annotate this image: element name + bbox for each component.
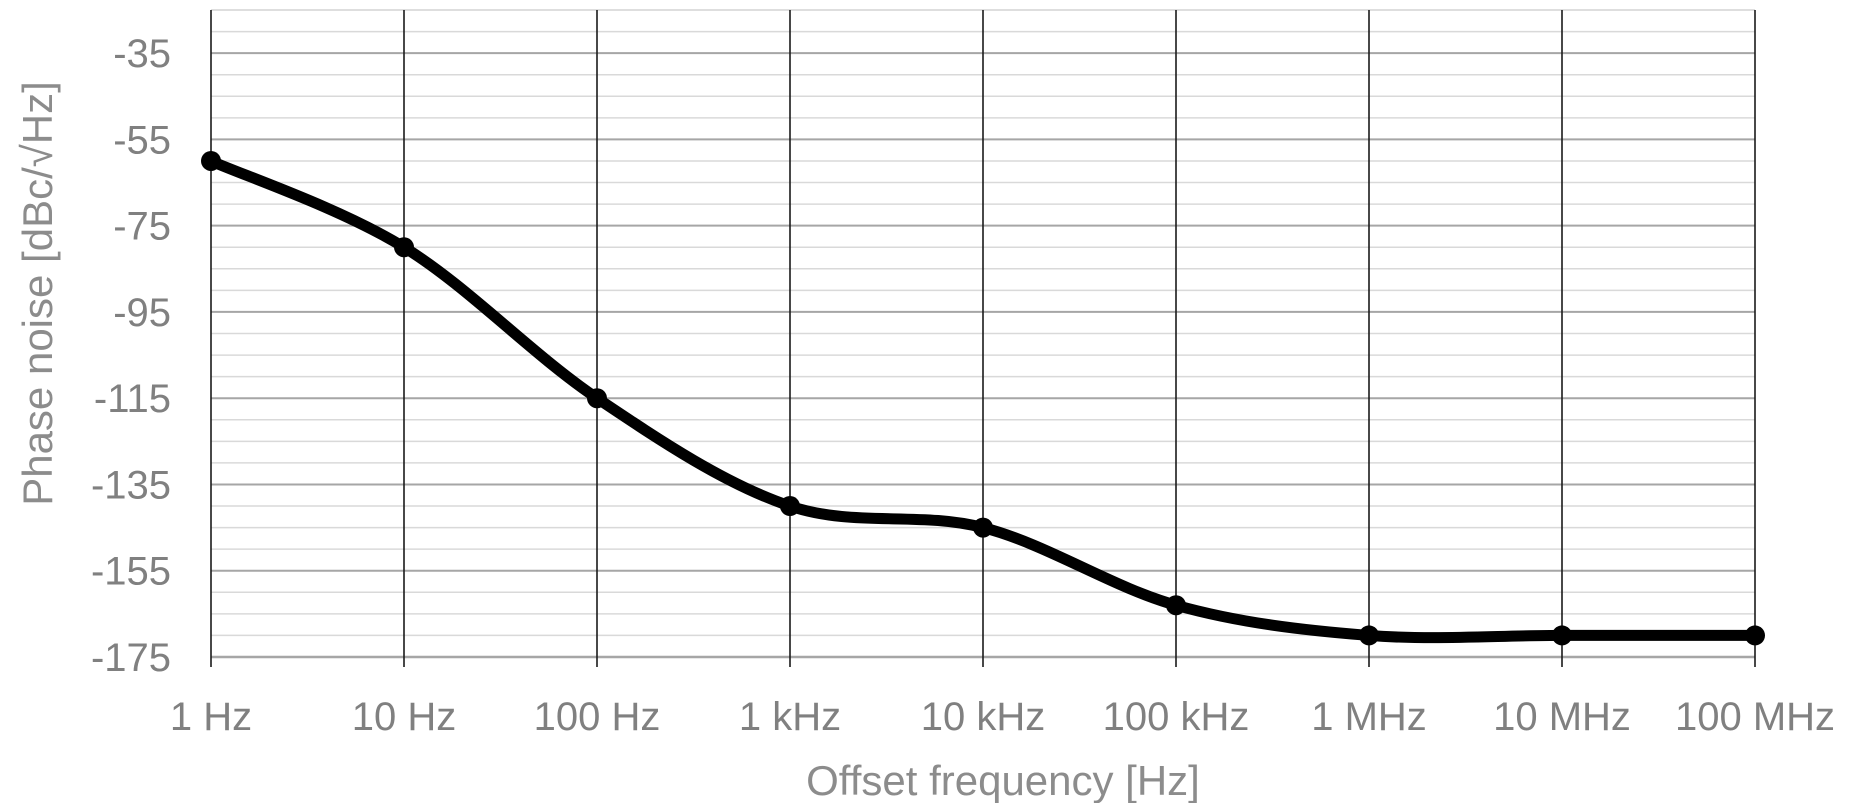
data-point <box>1745 625 1765 646</box>
x-tick-label: 10 kHz <box>921 695 1046 739</box>
x-tick-label: 100 MHz <box>1675 695 1835 739</box>
data-point <box>1552 625 1572 646</box>
y-tick-label: -95 <box>113 291 171 335</box>
y-tick-label: -155 <box>91 550 171 594</box>
x-tick-label: 100 Hz <box>534 695 661 739</box>
y-tick-labels: -35 -55 -75 -95 -115 -135 -155 -175 <box>91 32 171 680</box>
y-tick-label: -115 <box>94 377 171 421</box>
x-tick-label: 1 kHz <box>739 695 841 739</box>
x-axis-title: Offset frequency [Hz] <box>806 757 1200 803</box>
vertical-gridlines <box>210 10 1756 667</box>
x-tick-label: 10 MHz <box>1493 695 1631 739</box>
y-tick-label: -55 <box>113 118 171 162</box>
y-tick-label: -75 <box>113 205 171 249</box>
y-tick-label: -35 <box>113 32 171 76</box>
data-point <box>973 517 993 538</box>
data-point <box>587 388 607 409</box>
y-axis-title: Phase noise [dBc/√Hz] <box>14 81 61 506</box>
data-point <box>780 496 800 517</box>
x-tick-label: 10 Hz <box>352 695 457 739</box>
data-point <box>1166 595 1186 616</box>
x-tick-label: 100 kHz <box>1103 695 1250 739</box>
y-tick-label: -135 <box>91 463 171 507</box>
x-tick-label: 1 Hz <box>170 695 252 739</box>
x-tick-label: 1 MHz <box>1311 695 1427 739</box>
data-point <box>394 237 414 258</box>
data-point <box>1359 625 1379 646</box>
data-points <box>201 150 1765 646</box>
x-tick-labels: 1 Hz 10 Hz 100 Hz 1 kHz 10 kHz 100 kHz 1 MHz 10… <box>170 695 1835 739</box>
data-point <box>201 150 221 171</box>
y-tick-label: -175 <box>91 636 171 680</box>
